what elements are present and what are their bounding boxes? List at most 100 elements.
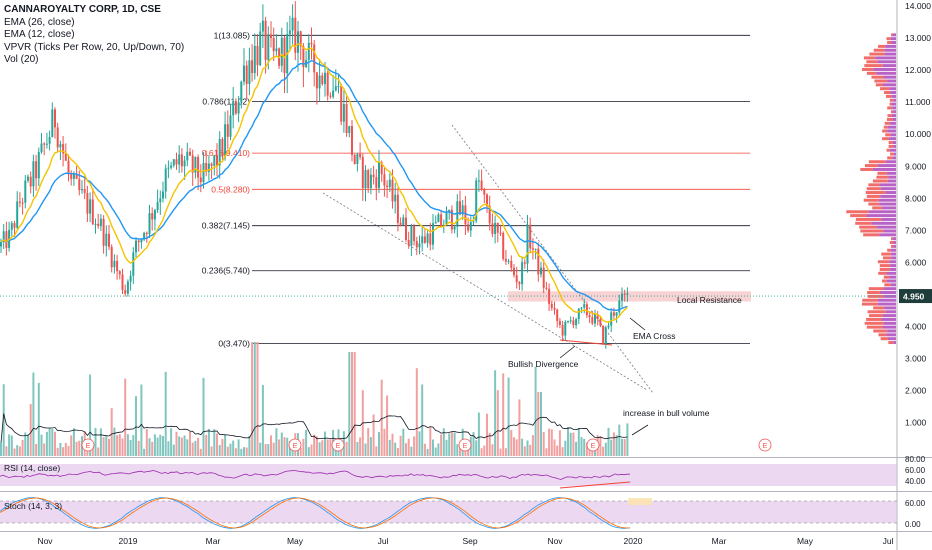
vpvr-down-bar	[891, 244, 894, 248]
vpvr-up-bar	[886, 279, 896, 283]
candle-body	[396, 194, 399, 223]
vpvr-down-bar	[862, 67, 874, 71]
candle-body	[313, 44, 316, 73]
earnings-marker-label: E	[293, 443, 298, 450]
vpvr-up-bar	[887, 129, 896, 133]
vpvr-up-bar	[887, 337, 896, 341]
volume-bar	[450, 432, 453, 456]
legend-ema26[interactable]: EMA (26, close)	[4, 16, 75, 28]
earnings-marker	[288, 438, 302, 452]
candle-body	[340, 86, 343, 122]
vpvr-up-bar	[893, 110, 896, 114]
legend-ema12[interactable]: EMA (12, close)	[4, 29, 75, 41]
candle-body	[148, 213, 151, 234]
volume-bar	[494, 370, 497, 456]
candle-body	[18, 201, 21, 203]
candle-body	[364, 169, 367, 189]
volume-bar	[145, 428, 148, 456]
volume-bar	[302, 438, 305, 456]
candle-body	[70, 174, 73, 179]
price-axis[interactable]: 14.000 13.000 12.000 11.000 10.000 9.000 8.000…	[899, 1, 932, 529]
candle-body	[86, 192, 89, 214]
candle-body	[251, 60, 254, 74]
candle-body	[191, 155, 194, 173]
vpvr-down-bar	[872, 179, 888, 183]
volume-bar	[118, 434, 121, 456]
volume-bar	[18, 446, 21, 456]
volume-bar	[615, 435, 618, 456]
candle-body	[575, 319, 578, 326]
volume-bar	[610, 439, 613, 456]
rsi-pane[interactable]: RSI (14, close)	[0, 463, 897, 489]
stoch-tick-label: 60.00	[905, 499, 926, 508]
candle-body	[491, 223, 494, 234]
candle-body	[394, 194, 397, 202]
volume-bar	[326, 439, 329, 456]
vpvr-up-bar	[877, 298, 896, 302]
candle-body	[440, 214, 443, 227]
vpvr-down-bar	[869, 52, 885, 56]
rsi-tick-label: 60.00	[905, 466, 926, 475]
volume-bar	[577, 428, 580, 456]
symbol-title[interactable]: CANNAROYALTY CORP, 1D, CSE	[4, 4, 161, 15]
candle-body	[248, 60, 251, 85]
volume-bar	[429, 427, 432, 456]
candle-body	[81, 189, 83, 191]
volume-bar	[67, 445, 70, 456]
candle-body	[594, 314, 596, 324]
vpvr-up-bar	[879, 183, 896, 187]
legend-volume[interactable]: Vol (20)	[4, 54, 39, 66]
earnings-marker	[81, 438, 95, 452]
volume-bar	[418, 431, 421, 456]
vpvr-up-bar	[883, 321, 896, 325]
candle-body	[369, 174, 372, 189]
time-tick-label: Mar	[712, 536, 727, 546]
candle-body	[297, 31, 299, 53]
vpvr-down-bar	[887, 156, 893, 160]
candle-body	[124, 290, 127, 294]
vpvr-up-bar	[887, 179, 896, 183]
time-axis[interactable]: Nov 2019 Mar May Jul Sep Nov 2020 Mar May Jul	[37, 536, 893, 546]
candle-body	[375, 177, 378, 188]
legend-vpvr[interactable]: VPVR (Ticks Per Row, 20, Up/Down, 70)	[4, 41, 185, 53]
volume-bar	[216, 433, 218, 456]
candle-body	[245, 65, 248, 85]
vpvr-up-bar	[887, 79, 896, 83]
candle-body	[210, 163, 213, 166]
vpvr-down-bar	[865, 191, 886, 195]
vpvr-down-bar	[888, 144, 894, 148]
candle-body	[367, 169, 370, 189]
vpvr-down-bar	[867, 310, 886, 314]
vpvr-up-bar	[892, 141, 896, 145]
candle-body	[94, 223, 97, 225]
volume-bar	[545, 448, 548, 456]
volume-bar	[305, 429, 308, 456]
stoch-pane[interactable]: Stoch (14, 3, 3)	[0, 497, 897, 529]
candle-body	[580, 307, 583, 309]
candle-body	[16, 201, 19, 228]
candle-body	[596, 314, 599, 320]
volume-bar	[445, 439, 448, 456]
candle-body	[334, 86, 337, 91]
volume-bar	[453, 432, 456, 456]
candle-body	[180, 154, 183, 167]
volume-bar	[267, 444, 270, 456]
vpvr-down-bar	[873, 48, 885, 52]
vpvr-up-bar	[893, 244, 896, 248]
candle-body	[40, 143, 43, 153]
volume-bar	[483, 445, 486, 456]
volume-bar	[318, 442, 321, 456]
candle-body	[405, 217, 407, 240]
vpvr-up-bar	[878, 302, 896, 306]
ema-lines	[0, 43, 628, 323]
volume-bar	[143, 448, 146, 456]
candle-body	[110, 246, 113, 268]
vpvr-down-bar	[868, 183, 880, 187]
candle-body	[434, 222, 437, 224]
candle-body	[583, 304, 586, 308]
vpvr-up-bar	[876, 71, 896, 75]
volume-bar	[510, 429, 513, 456]
volume-bar	[315, 436, 318, 456]
volume-bar	[2, 384, 5, 456]
